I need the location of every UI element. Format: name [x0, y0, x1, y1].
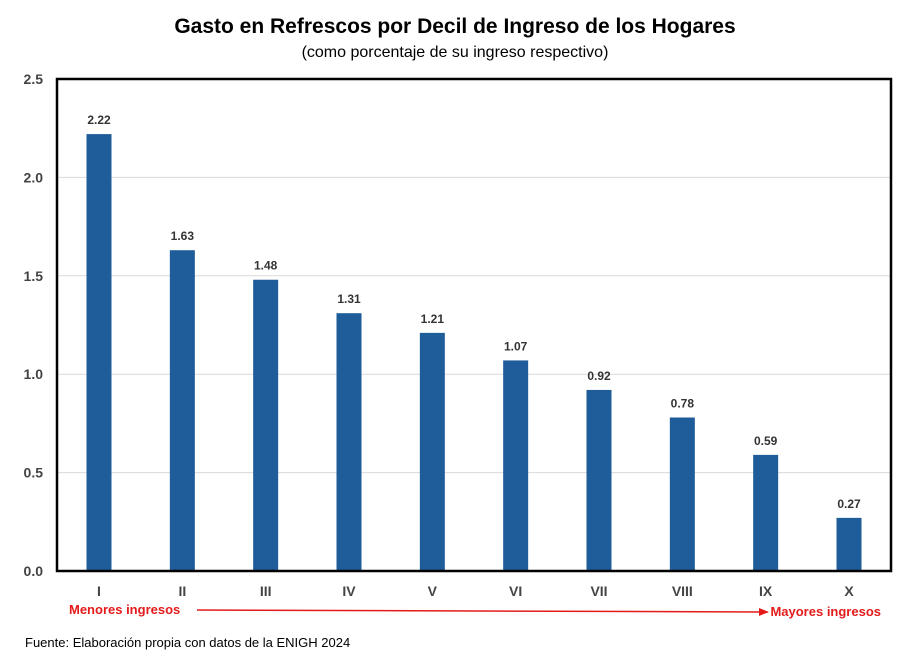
y-tick-label: 0.0: [24, 563, 44, 579]
bars: [86, 134, 862, 571]
data-label: 1.31: [337, 292, 361, 306]
bar-vii: [586, 389, 612, 571]
bar-i: [86, 134, 112, 571]
bar-v: [419, 332, 445, 571]
gridlines: [57, 176, 891, 474]
chart-subtitle: (como porcentaje de su ingreso respectiv…: [302, 44, 609, 61]
y-axis-ticks: 0.0 0.5 1.0 1.5 2.0 2.5: [24, 71, 44, 579]
x-tick-label: V: [428, 583, 438, 599]
x-tick-label: VII: [590, 583, 607, 599]
bar-iii: [253, 279, 279, 571]
x-tick-label: III: [260, 583, 272, 599]
annotation-lower-income: Menores ingresos: [69, 602, 180, 617]
bar-viii: [669, 417, 695, 571]
bar-vi: [503, 360, 529, 571]
x-tick-label: I: [97, 583, 101, 599]
data-label: 1.63: [171, 229, 195, 243]
y-tick-label: 2.5: [24, 71, 44, 87]
x-axis-ticks: I II III IV V VI VII VIII IX X: [97, 583, 854, 599]
plot-frame: [55, 77, 893, 573]
data-labels: 2.22 1.63 1.48 1.31 1.21 1.07 0.92 0.78 0.59 0.27: [87, 113, 861, 511]
y-tick-label: 1.5: [24, 268, 44, 284]
data-label: 2.22: [87, 113, 111, 127]
bar-iv: [336, 313, 362, 571]
x-tick-label: VIII: [672, 583, 693, 599]
annotation-higher-income: Mayores ingresos: [770, 604, 881, 619]
data-label: 0.78: [671, 396, 695, 410]
data-label: 0.59: [754, 434, 778, 448]
data-label: 0.92: [587, 369, 611, 383]
data-label: 1.21: [421, 312, 445, 326]
y-tick-label: 1.0: [24, 366, 44, 382]
data-label: 1.48: [254, 259, 278, 273]
data-label: 1.07: [504, 339, 528, 353]
y-tick-label: 0.5: [24, 465, 44, 481]
x-tick-label: VI: [509, 583, 522, 599]
x-tick-label: IX: [759, 583, 773, 599]
data-label: 0.27: [837, 497, 861, 511]
bar-ix: [753, 454, 779, 571]
y-tick-label: 2.0: [24, 169, 44, 185]
chart-title: Gasto en Refrescos por Decil de Ingreso …: [174, 15, 735, 38]
income-direction-arrow: [196, 607, 769, 616]
bar-ii: [169, 250, 195, 571]
x-tick-label: X: [844, 583, 854, 599]
x-tick-label: IV: [342, 583, 356, 599]
x-tick-label: II: [178, 583, 186, 599]
source-note: Fuente: Elaboración propia con datos de …: [25, 635, 350, 650]
bar-x: [836, 517, 862, 571]
